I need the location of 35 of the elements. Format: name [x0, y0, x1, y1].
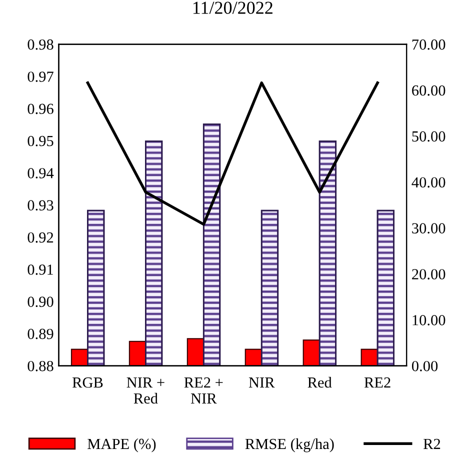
- x-tick-label: RGB: [72, 377, 103, 388]
- y-tick-label: 0.88: [28, 360, 54, 372]
- y2-tick-label: 50.00: [412, 131, 446, 142]
- y-tick-label: 0.94: [28, 168, 54, 178]
- bar: [360, 348, 378, 366]
- x-tick-label: NIR + Red: [126, 378, 164, 404]
- y2-tick-label: 20.00: [412, 269, 446, 280]
- y2-tick-label: 30.00: [412, 223, 446, 234]
- bar: [186, 338, 204, 366]
- x-tick-label: RE2: [364, 377, 390, 388]
- y2-tick-label: 0.00: [412, 360, 438, 372]
- legend-label: MAPE (%): [88, 438, 156, 452]
- legend-label: R2: [424, 438, 440, 449]
- x-tick-label: NIR: [248, 378, 275, 388]
- legend-label: RMSE (kg/ha): [245, 438, 334, 452]
- x-tick-label: RE2 + NIR: [184, 377, 223, 404]
- y-tick-label: 0.89: [28, 328, 54, 340]
- y-tick-label: 0.91: [28, 264, 53, 275]
- chart-title: 11/20/2022: [193, 2, 272, 14]
- y-tick-label: 0.98: [28, 39, 54, 50]
- y-tick-label: 0.92: [28, 232, 54, 243]
- y-tick-label: 0.95: [28, 136, 54, 146]
- y-tick-label: 0.90: [28, 296, 54, 308]
- bar: [70, 348, 88, 366]
- bar: [128, 340, 146, 366]
- y-tick-label: 0.93: [28, 200, 54, 211]
- bar: [244, 348, 262, 366]
- y2-tick-label: 40.00: [412, 177, 446, 188]
- y-tick-label: 0.96: [28, 104, 54, 114]
- bar: [302, 340, 320, 366]
- y2-tick-label: 10.00: [412, 315, 446, 326]
- y2-tick-label: 60.00: [412, 85, 446, 96]
- x-tick-label: Red: [308, 376, 332, 388]
- y-tick-label: 0.97: [28, 72, 54, 82]
- y2-tick-label: 70.00: [412, 39, 446, 50]
